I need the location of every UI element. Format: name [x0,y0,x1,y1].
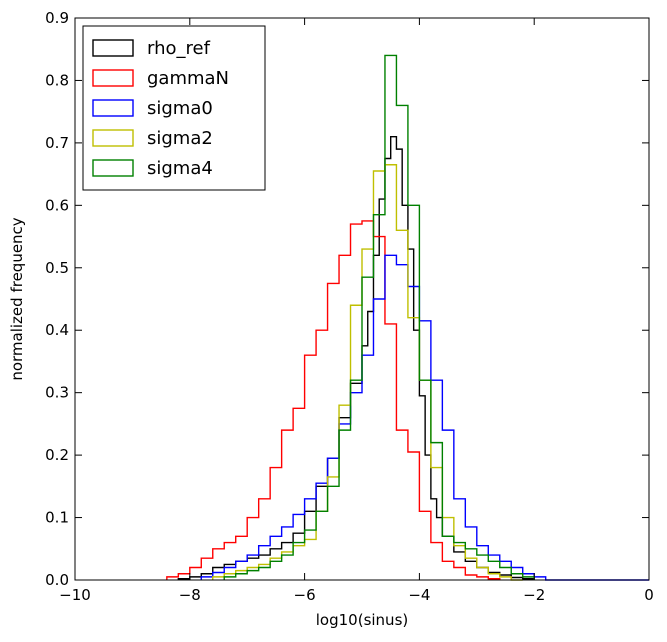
legend-swatch-sigma2 [92,129,134,147]
y-tick-label: 0.1 [45,509,69,527]
legend-label-sigma4: sigma4 [147,158,213,179]
series-rho-ref [177,135,535,580]
legend-label-rho-ref: rho_ref [147,38,211,59]
legend-label-sigma0: sigma0 [147,98,213,119]
legend-swatch-gammaN [92,69,134,87]
tick-layer: −10 −8 −6 −4 −2 0 0.0 0.1 0.2 0.3 0.4 0.5 0.6 0.7 0.8 0… [45,9,654,604]
y-tick-label: 0.3 [45,384,69,402]
y-tick-label: 0.7 [45,134,69,152]
series-sigma2 [212,164,523,581]
legend-label-sigma2: sigma2 [147,128,213,149]
plot-frame [74,17,650,581]
series-sigma0 [200,254,649,581]
legend-label-gammaN: gammaN [147,68,229,89]
y-axis-label: normalized frequency [8,217,26,380]
x-axis-label: log10(sinus) [316,611,408,629]
x-tick-label: −2 [523,586,545,604]
legend-swatch-rho-ref [92,39,134,57]
y-tick-label: 0.5 [45,259,69,277]
y-tick-label: 0.9 [45,9,69,27]
x-tick-label: −10 [59,586,91,604]
x-tick-label: −4 [408,586,430,604]
legend-box [82,25,266,191]
legend-swatch-sigma4 [92,159,134,177]
y-tick-label: 0.0 [45,571,69,589]
x-tick-label: 0 [644,586,654,604]
y-tick-label: 0.2 [45,446,69,464]
series-layer [166,54,649,581]
series-gammaN [166,220,501,580]
x-tick-label: −6 [294,586,316,604]
y-tick-label: 0.4 [45,321,69,339]
series-sigma4 [223,54,535,580]
legend: rho_ref gammaN sigma0 sigma2 sigma4 [82,25,266,191]
y-tick-label: 0.6 [45,196,69,214]
y-tick-label: 0.8 [45,71,69,89]
x-tick-label: −8 [179,586,201,604]
legend-swatch-sigma0 [92,99,134,117]
